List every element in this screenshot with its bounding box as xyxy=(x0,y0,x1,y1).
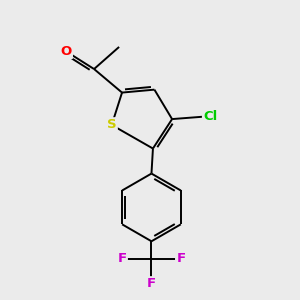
Text: S: S xyxy=(107,118,116,131)
Text: Cl: Cl xyxy=(203,110,218,123)
Text: F: F xyxy=(118,252,127,266)
Text: O: O xyxy=(61,45,72,58)
Text: F: F xyxy=(147,278,156,290)
Text: F: F xyxy=(176,252,185,266)
